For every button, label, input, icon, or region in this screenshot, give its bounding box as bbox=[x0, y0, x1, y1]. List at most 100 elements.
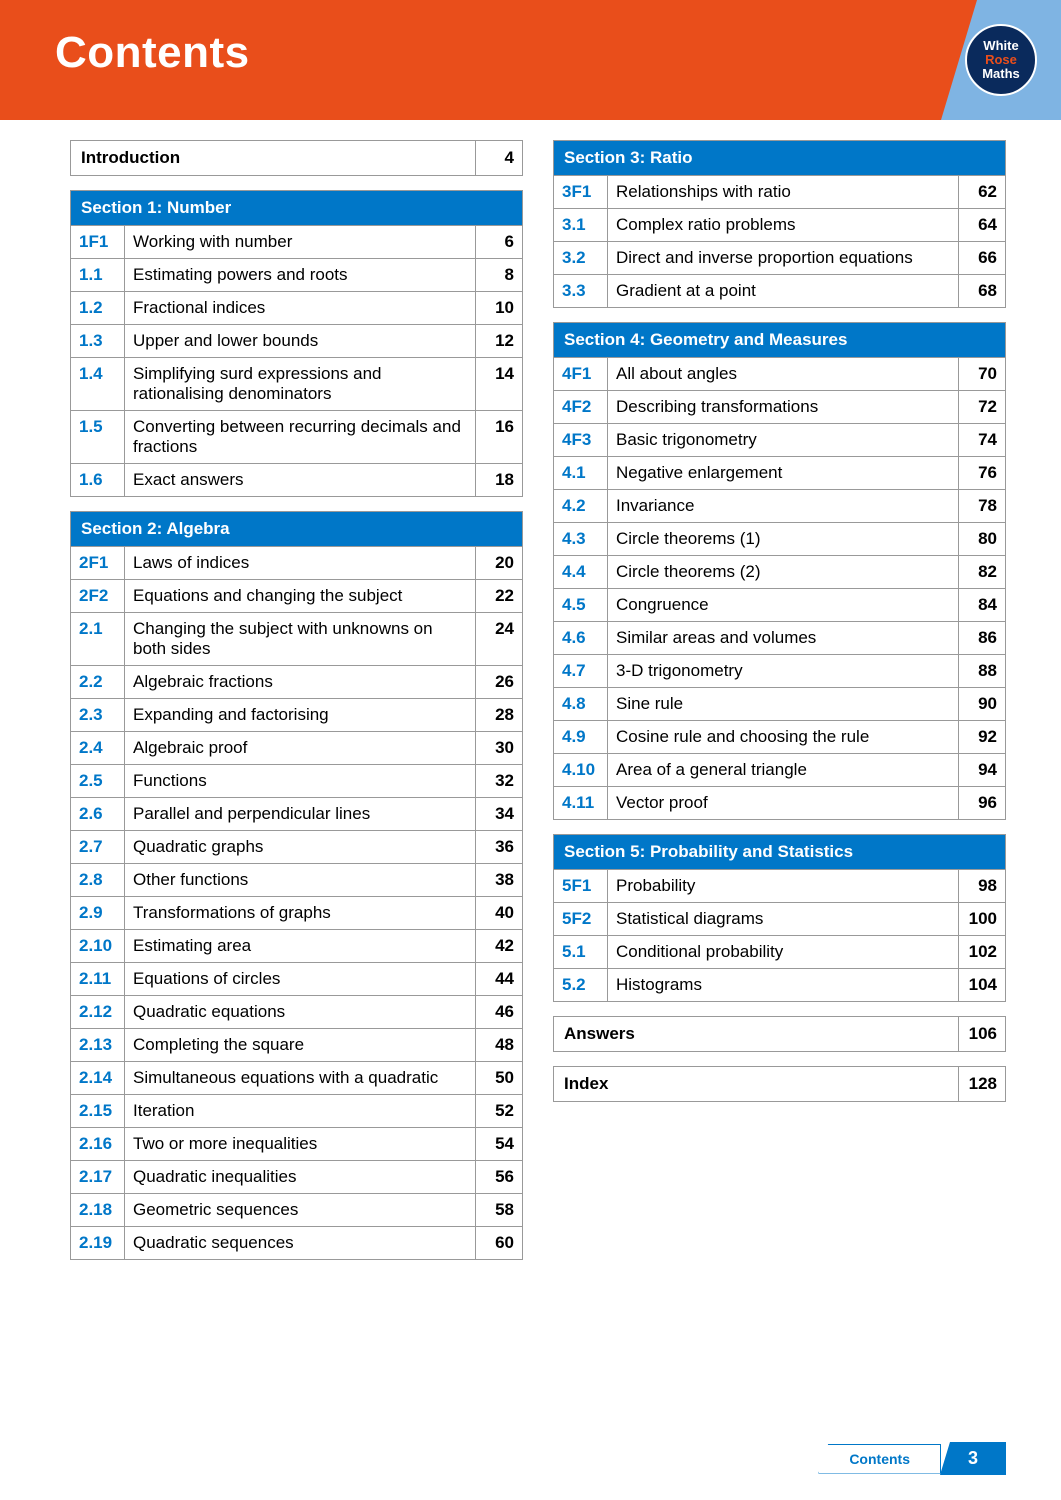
row-page: 96 bbox=[959, 787, 1005, 819]
row-title: Similar areas and volumes bbox=[608, 622, 959, 654]
row-page: 52 bbox=[476, 1095, 522, 1127]
intro-page: 4 bbox=[476, 141, 522, 175]
toc-row: 4.5Congruence84 bbox=[553, 589, 1006, 622]
row-title: Two or more inequalities bbox=[125, 1128, 476, 1160]
toc-row: 5.2Histograms104 bbox=[553, 969, 1006, 1002]
row-code: 5F2 bbox=[554, 903, 608, 935]
row-title: Equations of circles bbox=[125, 963, 476, 995]
page-header: Contents White Rose Maths bbox=[0, 0, 1061, 120]
section-heading: Section 5: Probability and Statistics bbox=[553, 834, 1006, 870]
toc-row: 3.2Direct and inverse proportion equatio… bbox=[553, 242, 1006, 275]
toc-row: 1.5Converting between recurring decimals… bbox=[70, 411, 523, 464]
section-heading: Section 3: Ratio bbox=[553, 140, 1006, 176]
row-page: 42 bbox=[476, 930, 522, 962]
row-title: Circle theorems (1) bbox=[608, 523, 959, 555]
row-code: 4.5 bbox=[554, 589, 608, 621]
row-page: 100 bbox=[959, 903, 1005, 935]
row-code: 2.15 bbox=[71, 1095, 125, 1127]
toc-row: 4.3Circle theorems (1)80 bbox=[553, 523, 1006, 556]
row-page: 38 bbox=[476, 864, 522, 896]
toc-row: 2.9Transformations of graphs40 bbox=[70, 897, 523, 930]
row-page: 8 bbox=[476, 259, 522, 291]
row-page: 90 bbox=[959, 688, 1005, 720]
row-page: 102 bbox=[959, 936, 1005, 968]
toc-row: 3.3Gradient at a point68 bbox=[553, 275, 1006, 308]
row-title: Direct and inverse proportion equations bbox=[608, 242, 959, 274]
row-title: Sine rule bbox=[608, 688, 959, 720]
toc-row: 2.13Completing the square48 bbox=[70, 1029, 523, 1062]
contents-body: Introduction 4 Section 1: Number1F1Worki… bbox=[0, 120, 1061, 1274]
row-title: Upper and lower bounds bbox=[125, 325, 476, 357]
backmatter-title: Answers bbox=[554, 1017, 959, 1051]
page-footer: Contents 3 bbox=[818, 1442, 1006, 1475]
section-block: Section 2: Algebra2F1Laws of indices202F… bbox=[70, 511, 523, 1260]
section-block: Section 5: Probability and Statistics5F1… bbox=[553, 834, 1006, 1002]
row-title: 3-D trigonometry bbox=[608, 655, 959, 687]
toc-row: 1.1Estimating powers and roots8 bbox=[70, 259, 523, 292]
row-page: 24 bbox=[476, 613, 522, 665]
row-page: 22 bbox=[476, 580, 522, 612]
row-code: 4.2 bbox=[554, 490, 608, 522]
toc-row: 1.2Fractional indices10 bbox=[70, 292, 523, 325]
row-code: 4.7 bbox=[554, 655, 608, 687]
row-code: 4.9 bbox=[554, 721, 608, 753]
row-code: 2.14 bbox=[71, 1062, 125, 1094]
row-page: 68 bbox=[959, 275, 1005, 307]
row-code: 4.1 bbox=[554, 457, 608, 489]
row-page: 50 bbox=[476, 1062, 522, 1094]
section-heading: Section 4: Geometry and Measures bbox=[553, 322, 1006, 358]
row-title: Algebraic fractions bbox=[125, 666, 476, 698]
row-title: Gradient at a point bbox=[608, 275, 959, 307]
left-column: Introduction 4 Section 1: Number1F1Worki… bbox=[70, 140, 523, 1274]
row-title: Simultaneous equations with a quadratic bbox=[125, 1062, 476, 1094]
row-page: 40 bbox=[476, 897, 522, 929]
row-page: 36 bbox=[476, 831, 522, 863]
row-title: Describing transformations bbox=[608, 391, 959, 423]
row-page: 44 bbox=[476, 963, 522, 995]
row-page: 80 bbox=[959, 523, 1005, 555]
row-title: Transformations of graphs bbox=[125, 897, 476, 929]
row-title: Changing the subject with unknowns on bo… bbox=[125, 613, 476, 665]
row-title: Quadratic sequences bbox=[125, 1227, 476, 1259]
toc-row: 2.8Other functions38 bbox=[70, 864, 523, 897]
toc-row: 1.3Upper and lower bounds12 bbox=[70, 325, 523, 358]
row-code: 2.2 bbox=[71, 666, 125, 698]
row-page: 62 bbox=[959, 176, 1005, 208]
row-code: 4.3 bbox=[554, 523, 608, 555]
intro-block: Introduction 4 bbox=[70, 140, 523, 176]
logo-line1: White bbox=[983, 39, 1018, 53]
toc-row: 4F1All about angles70 bbox=[553, 358, 1006, 391]
row-code: 5F1 bbox=[554, 870, 608, 902]
row-code: 2.7 bbox=[71, 831, 125, 863]
row-title: Conditional probability bbox=[608, 936, 959, 968]
row-title: Quadratic graphs bbox=[125, 831, 476, 863]
logo-line3: Maths bbox=[982, 67, 1020, 81]
row-page: 20 bbox=[476, 547, 522, 579]
toc-row: 2.7Quadratic graphs36 bbox=[70, 831, 523, 864]
toc-row: 2.11Equations of circles44 bbox=[70, 963, 523, 996]
logo-line2: Rose bbox=[985, 53, 1017, 67]
row-title: Quadratic equations bbox=[125, 996, 476, 1028]
toc-row: 4.4Circle theorems (2)82 bbox=[553, 556, 1006, 589]
backmatter-block: Answers106 bbox=[553, 1016, 1006, 1052]
row-page: 46 bbox=[476, 996, 522, 1028]
row-page: 12 bbox=[476, 325, 522, 357]
row-title: Quadratic inequalities bbox=[125, 1161, 476, 1193]
row-page: 60 bbox=[476, 1227, 522, 1259]
backmatter-page: 106 bbox=[959, 1017, 1005, 1051]
toc-row: 1.4Simplifying surd expressions and rati… bbox=[70, 358, 523, 411]
section-block: Section 1: Number1F1Working with number6… bbox=[70, 190, 523, 497]
row-title: Simplifying surd expressions and rationa… bbox=[125, 358, 476, 410]
row-code: 2.3 bbox=[71, 699, 125, 731]
row-title: Geometric sequences bbox=[125, 1194, 476, 1226]
backmatter-block: Index128 bbox=[553, 1066, 1006, 1102]
row-title: Equations and changing the subject bbox=[125, 580, 476, 612]
row-code: 2.16 bbox=[71, 1128, 125, 1160]
toc-row: 3F1Relationships with ratio62 bbox=[553, 176, 1006, 209]
row-code: 1.1 bbox=[71, 259, 125, 291]
row-code: 2.1 bbox=[71, 613, 125, 665]
toc-row: 4F3Basic trigonometry74 bbox=[553, 424, 1006, 457]
toc-row: 4.1Negative enlargement76 bbox=[553, 457, 1006, 490]
row-code: 4.10 bbox=[554, 754, 608, 786]
row-code: 4.4 bbox=[554, 556, 608, 588]
